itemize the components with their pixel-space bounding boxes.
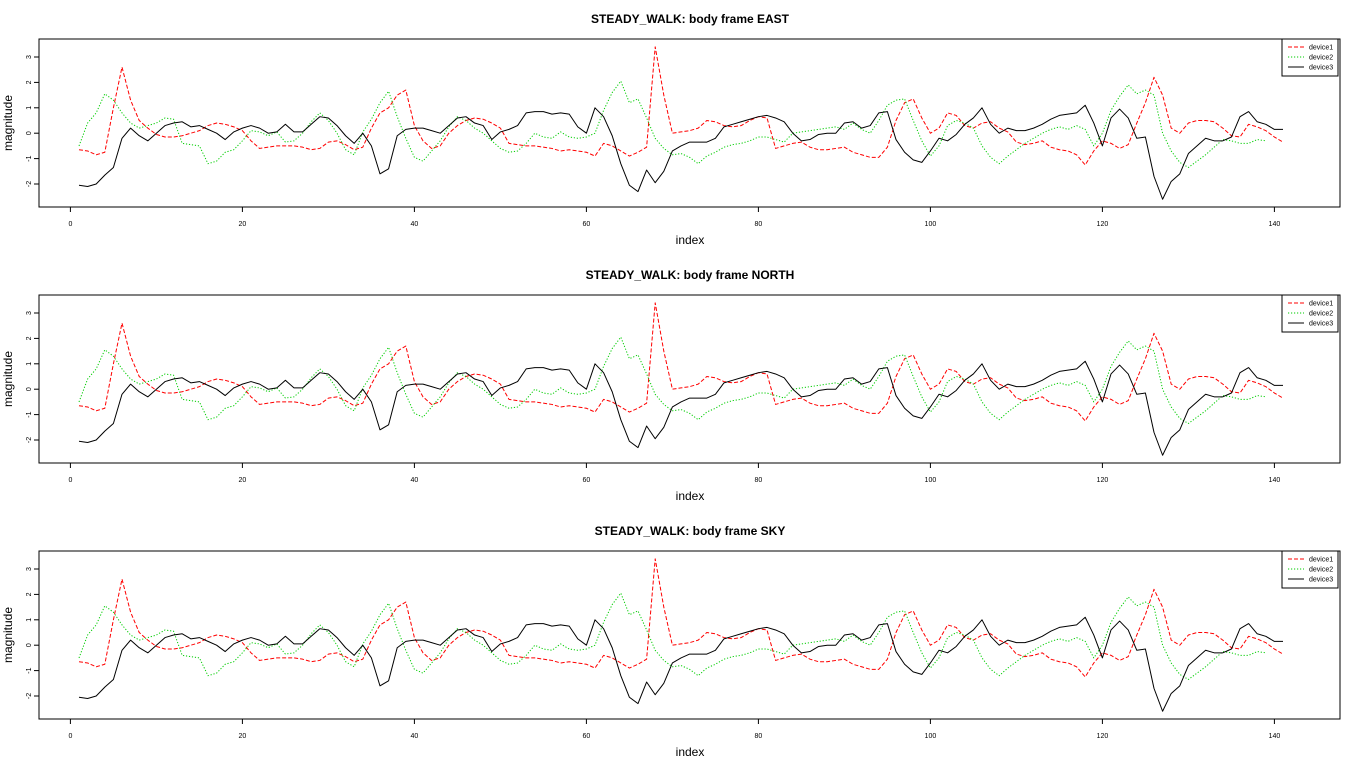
series-line-device1	[78, 558, 1284, 678]
x-tick-label: 100	[925, 733, 937, 740]
x-tick-label: 100	[925, 221, 937, 228]
y-tick-label: 0	[26, 643, 33, 647]
y-tick-label: 1	[26, 106, 33, 110]
y-tick-label: 1	[26, 362, 33, 366]
x-tick-label: 0	[68, 477, 72, 484]
y-tick-label: 2	[26, 336, 33, 340]
x-tick-label: 120	[1097, 477, 1109, 484]
y-tick-label: 2	[26, 80, 33, 84]
y-axis-label: magnitude	[1, 351, 15, 407]
x-tick-label: 60	[583, 477, 591, 484]
y-tick-label: 3	[26, 55, 33, 59]
series-line-device3	[78, 616, 1283, 712]
chart-title: STEADY_WALK: body frame NORTH	[586, 268, 795, 282]
x-tick-label: 140	[1269, 733, 1281, 740]
x-tick-label: 40	[411, 221, 419, 228]
legend: device1 device2 device3	[1281, 294, 1339, 333]
x-tick-label: 100	[925, 477, 937, 484]
chart-panel: STEADY_WALK: body frame EAST 0 20 40 60 80 100…	[0, 0, 1360, 256]
legend-label: device1	[1309, 301, 1333, 308]
legend-label: device3	[1309, 321, 1333, 328]
x-tick-label: 80	[755, 477, 763, 484]
series-line-device3	[78, 360, 1283, 456]
legend-label: device1	[1309, 557, 1333, 564]
legend: device1 device2 device3	[1281, 38, 1339, 77]
x-tick-label: 60	[583, 221, 591, 228]
plot-frame	[38, 550, 1341, 720]
x-axis-label: index	[676, 233, 705, 247]
x-axis-label: index	[676, 489, 705, 503]
y-tick-label: 3	[26, 567, 33, 571]
x-tick-label: 40	[411, 733, 419, 740]
y-tick-label: -1	[26, 411, 33, 417]
legend-label: device3	[1309, 577, 1333, 584]
series-line-device1	[78, 46, 1284, 166]
y-tick-label: 2	[26, 592, 33, 596]
series-line-device2	[78, 336, 1266, 424]
legend-label: device2	[1309, 55, 1333, 62]
legend-label: device1	[1309, 45, 1333, 52]
series-line-device3	[78, 104, 1283, 200]
series-line-device2	[78, 80, 1266, 168]
legend-label: device2	[1309, 567, 1333, 574]
x-tick-label: 0	[68, 733, 72, 740]
y-tick-label: 0	[26, 131, 33, 135]
x-tick-label: 40	[411, 477, 419, 484]
x-tick-label: 140	[1269, 477, 1281, 484]
x-tick-label: 20	[239, 733, 247, 740]
chart-title: STEADY_WALK: body frame EAST	[591, 12, 790, 26]
x-tick-label: 60	[583, 733, 591, 740]
y-tick-label: 0	[26, 387, 33, 391]
y-axis-label: magnitude	[1, 607, 15, 663]
series-line-device1	[78, 302, 1284, 422]
chart-panel: STEADY_WALK: body frame SKY 0 20 40 60 80 100 1…	[0, 512, 1360, 768]
y-tick-label: 3	[26, 311, 33, 315]
x-tick-label: 20	[239, 221, 247, 228]
legend-label: device2	[1309, 311, 1333, 318]
chart-title: STEADY_WALK: body frame SKY	[595, 524, 786, 538]
x-tick-label: 120	[1097, 733, 1109, 740]
x-tick-label: 80	[755, 221, 763, 228]
x-axis-label: index	[676, 745, 705, 759]
legend-label: device3	[1309, 65, 1333, 72]
plot-frame	[38, 294, 1341, 464]
chart-panel: STEADY_WALK: body frame NORTH 0 20 40 60 80 10…	[0, 256, 1360, 512]
legend: device1 device2 device3	[1281, 550, 1339, 589]
y-tick-label: -1	[26, 667, 33, 673]
plot-frame	[38, 38, 1341, 208]
y-axis-label: magnitude	[1, 95, 15, 151]
x-tick-label: 0	[68, 221, 72, 228]
y-tick-label: -2	[26, 181, 33, 187]
y-tick-label: -1	[26, 155, 33, 161]
x-tick-label: 120	[1097, 221, 1109, 228]
y-tick-label: -2	[26, 437, 33, 443]
y-tick-label: -2	[26, 693, 33, 699]
series-line-device2	[78, 592, 1266, 680]
x-tick-label: 20	[239, 477, 247, 484]
x-tick-label: 140	[1269, 221, 1281, 228]
x-tick-label: 80	[755, 733, 763, 740]
y-tick-label: 1	[26, 618, 33, 622]
